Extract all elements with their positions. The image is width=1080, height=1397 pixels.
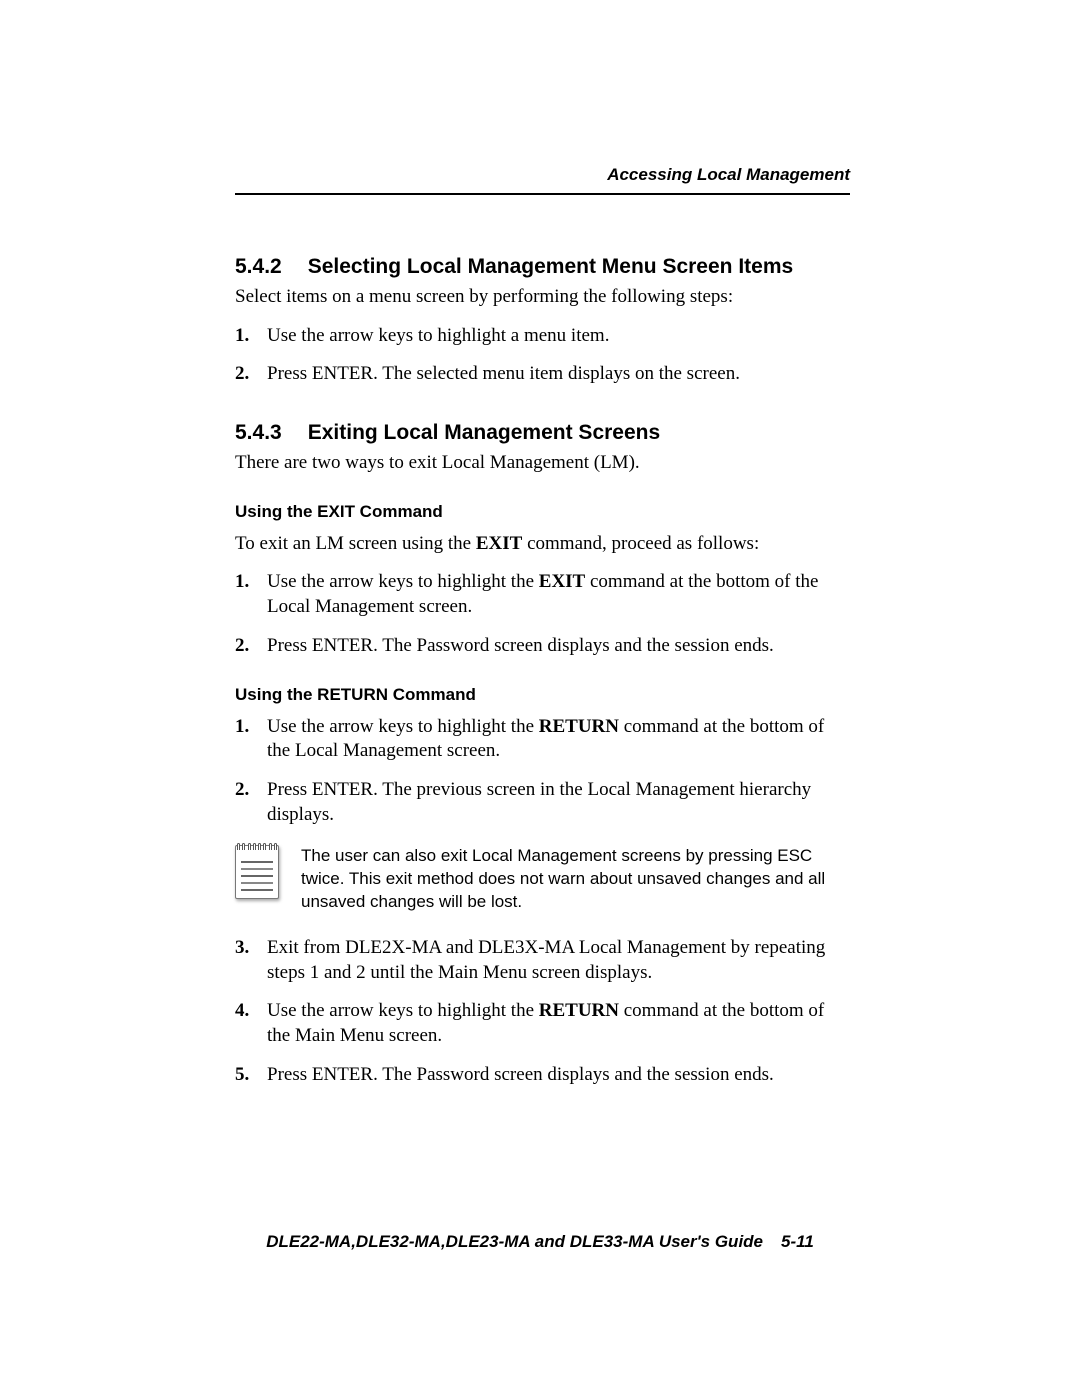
step-item: Press ENTER. The previous screen in the … — [235, 778, 850, 827]
steps-list-continued: Exit from DLE2X-MA and DLE3X-MA Local Ma… — [235, 936, 850, 1087]
step-item: Use the arrow keys to highlight the RETU… — [235, 999, 850, 1048]
bold-return: RETURN — [539, 1000, 619, 1021]
step-item: Press ENTER. The Password screen display… — [235, 1063, 850, 1088]
section-heading-5-4-2: 5.4.2 Selecting Local Management Menu Scr… — [235, 255, 850, 279]
step-item: Use the arrow keys to highlight the RETU… — [235, 715, 850, 764]
intro-paragraph: There are two ways to exit Local Managem… — [235, 451, 850, 476]
bold-exit: EXIT — [476, 533, 522, 554]
step-item: Press ENTER. The Password screen display… — [235, 634, 850, 659]
section-title: Exiting Local Management Screens — [308, 421, 660, 444]
sub-intro: To exit an LM screen using the EXIT comm… — [235, 532, 850, 557]
step-item: Use the arrow keys to highlight the EXIT… — [235, 570, 850, 619]
sub-heading-return: Using the RETURN Command — [235, 685, 850, 705]
text: command, proceed as follows: — [522, 533, 759, 554]
steps-list: Use the arrow keys to highlight the RETU… — [235, 715, 850, 828]
steps-list: Use the arrow keys to highlight a menu i… — [235, 324, 850, 387]
step-item: Press ENTER. The selected menu item disp… — [235, 362, 850, 387]
intro-paragraph: Select items on a menu screen by perform… — [235, 285, 850, 310]
footer-text: DLE22-MA,DLE32-MA,DLE23-MA and DLE33-MA … — [266, 1232, 763, 1251]
bold-exit: EXIT — [539, 571, 585, 592]
page-number: 5-11 — [781, 1232, 814, 1251]
section-title: Selecting Local Management Menu Screen I… — [308, 255, 793, 278]
steps-list: Use the arrow keys to highlight the EXIT… — [235, 570, 850, 658]
note-block: The user can also exit Local Management … — [235, 845, 850, 914]
bold-return: RETURN — [539, 716, 619, 737]
note-text: The user can also exit Local Management … — [301, 845, 850, 914]
notepad-icon — [235, 845, 279, 901]
section-number: 5.4.2 — [235, 255, 282, 279]
page-footer: DLE22-MA,DLE32-MA,DLE23-MA and DLE33-MA … — [0, 1232, 1080, 1252]
section-heading-5-4-3: 5.4.3 Exiting Local Management Screens — [235, 421, 850, 445]
section-number: 5.4.3 — [235, 421, 282, 445]
text: To exit an LM screen using the — [235, 533, 476, 554]
text: Use the arrow keys to highlight the — [267, 716, 539, 737]
sub-heading-exit: Using the EXIT Command — [235, 502, 850, 522]
text: Use the arrow keys to highlight the — [267, 1000, 539, 1021]
step-item: Use the arrow keys to highlight a menu i… — [235, 324, 850, 349]
text: Use the arrow keys to highlight the — [267, 571, 539, 592]
running-header: Accessing Local Management — [235, 165, 850, 195]
page: Accessing Local Management 5.4.2 Selectin… — [0, 0, 1080, 1397]
step-item: Exit from DLE2X-MA and DLE3X-MA Local Ma… — [235, 936, 850, 985]
